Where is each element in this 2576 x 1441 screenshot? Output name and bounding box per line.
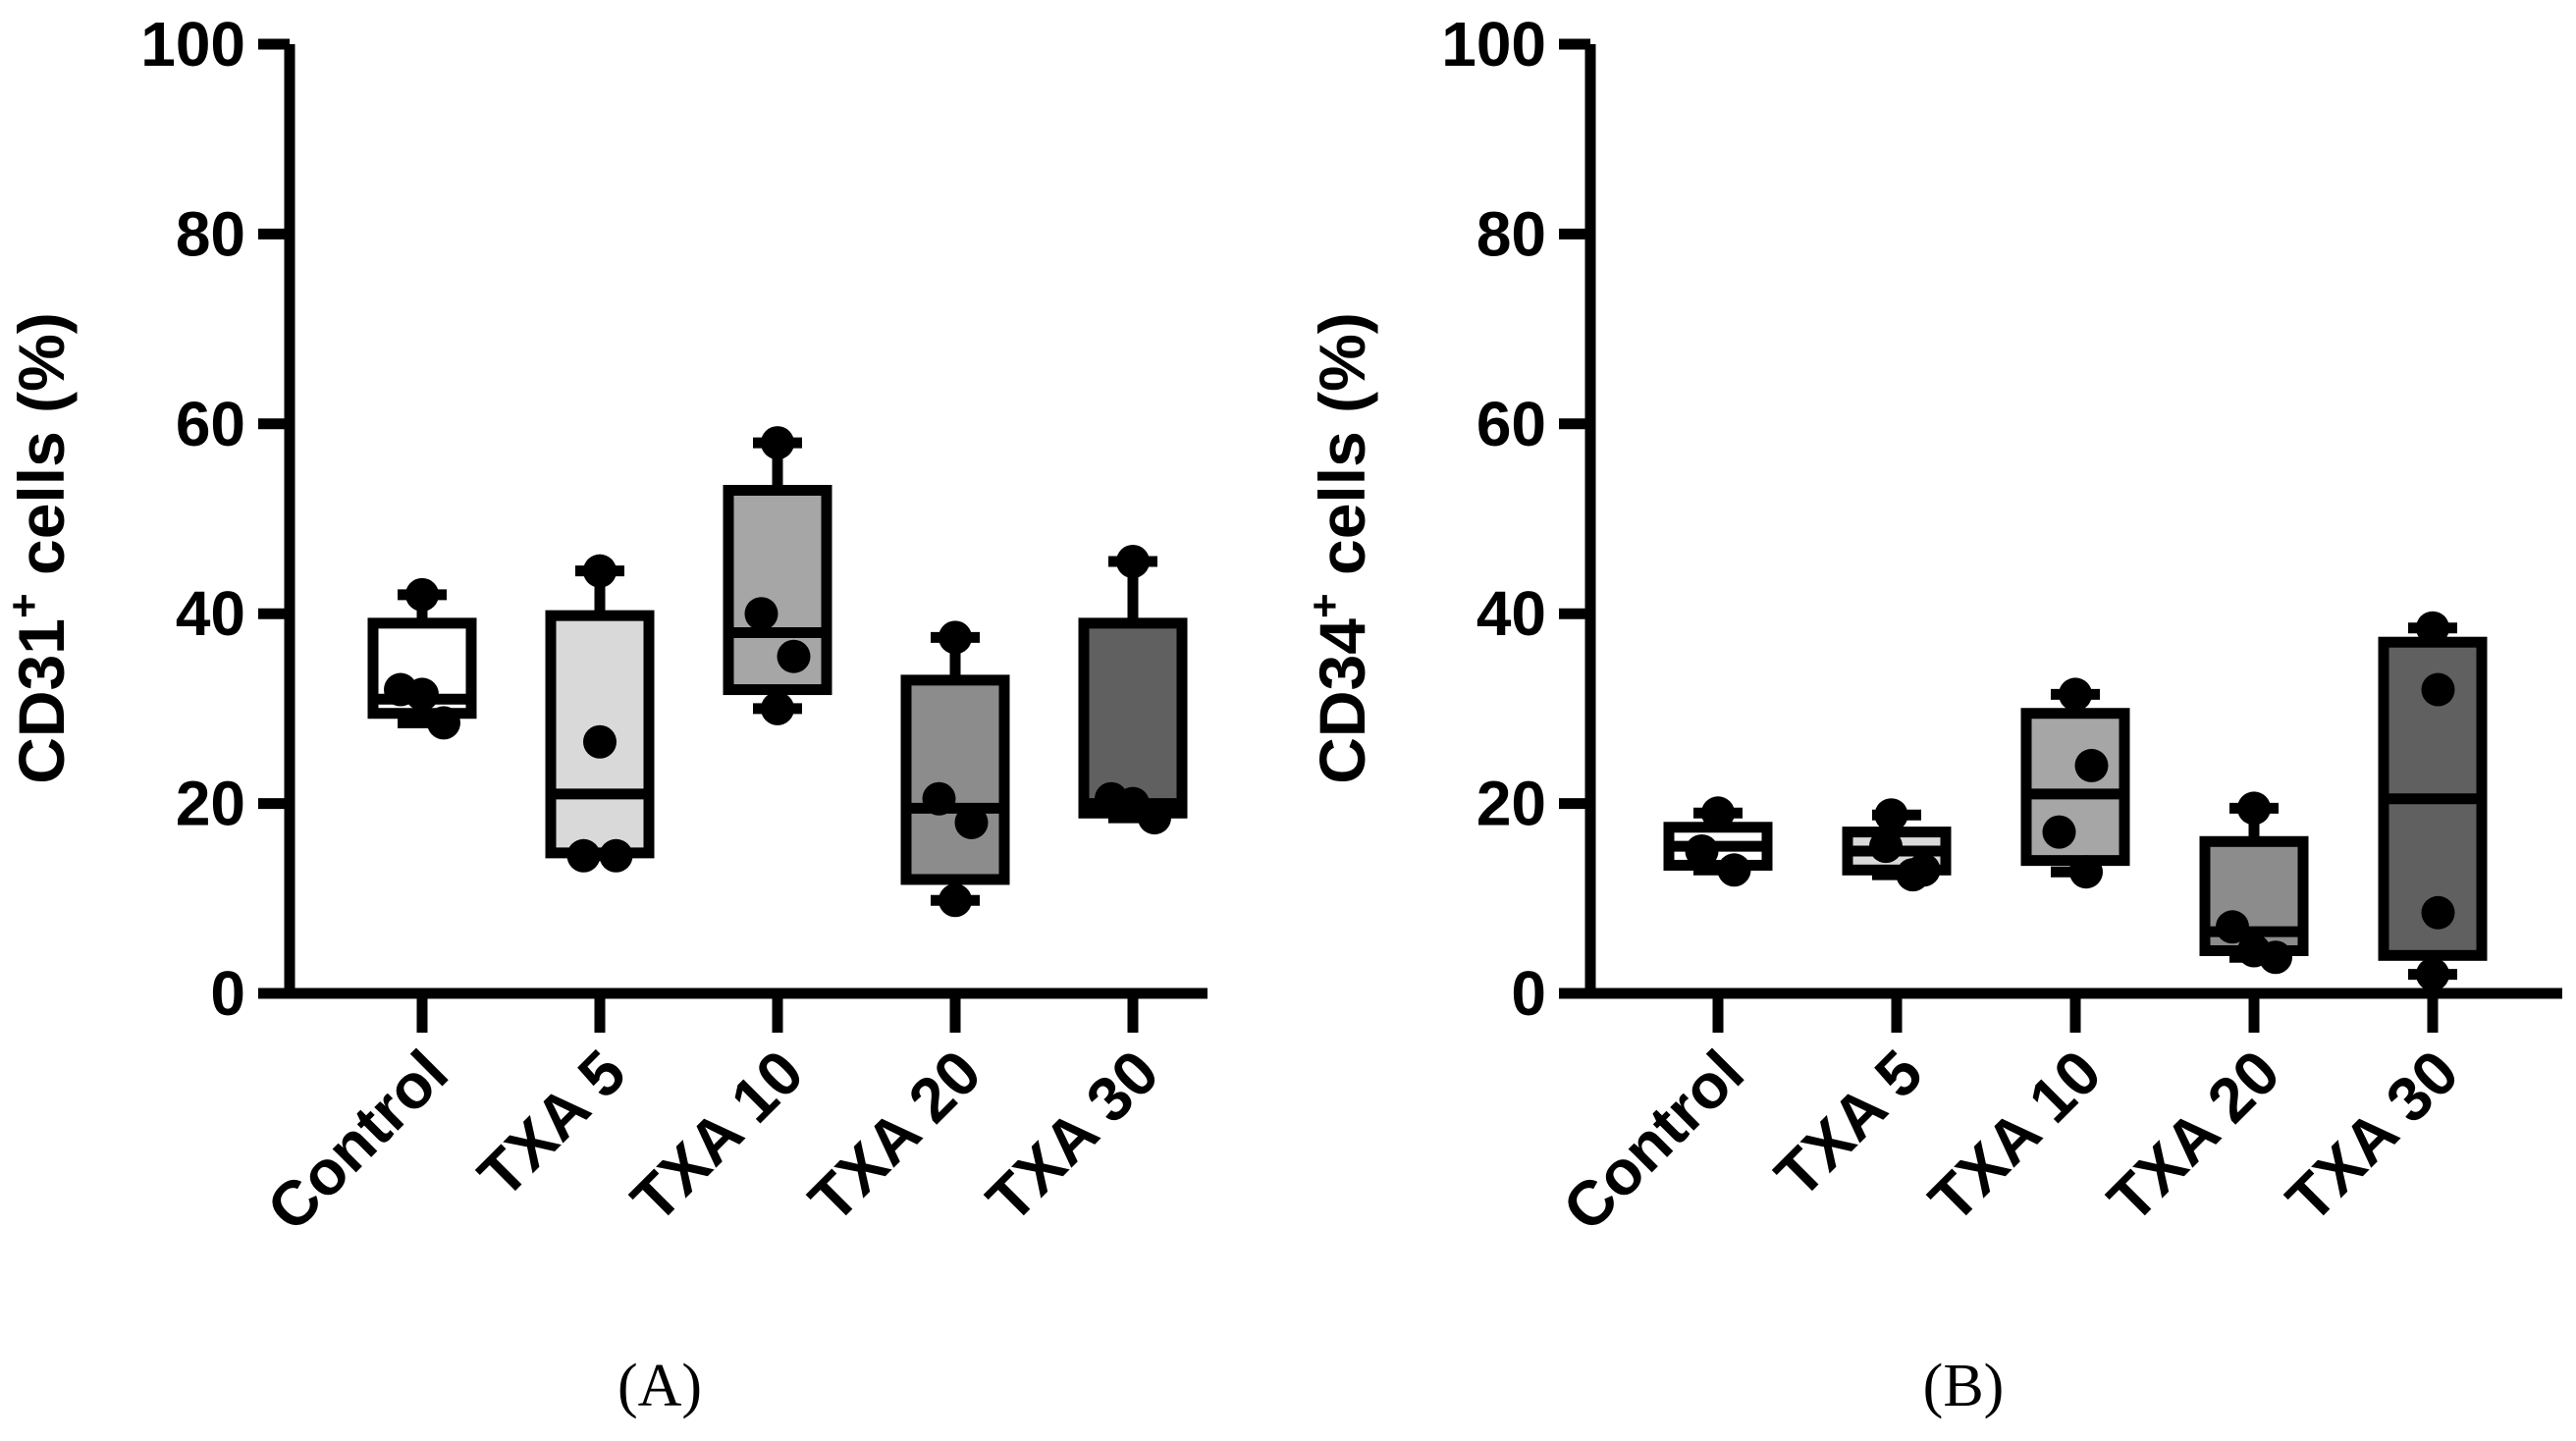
- panel-label: (A): [617, 1353, 702, 1419]
- data-point: [2421, 672, 2455, 707]
- y-tick-label: 60: [1476, 389, 1546, 459]
- data-point: [939, 883, 972, 918]
- y-axis-title: CD31+ cells (%): [0, 312, 78, 784]
- data-point: [2069, 855, 2103, 889]
- data-point: [1717, 853, 1751, 887]
- data-point: [2237, 791, 2271, 826]
- data-point: [761, 691, 794, 725]
- y-tick-label: 60: [176, 389, 245, 459]
- data-point: [939, 620, 972, 655]
- data-point: [2259, 940, 2292, 975]
- data-point: [1138, 801, 1171, 835]
- data-point: [1116, 545, 1150, 579]
- y-tick-label: 80: [1476, 198, 1546, 269]
- x-category-label: Control: [1549, 1037, 1757, 1245]
- data-point: [2059, 677, 2092, 712]
- data-point: [405, 677, 439, 712]
- y-axis-title: CD34+ cells (%): [1301, 312, 1378, 784]
- data-point: [2042, 815, 2076, 849]
- box: [1078, 617, 1188, 819]
- data-point: [744, 597, 778, 631]
- data-point: [954, 805, 989, 839]
- box: [2020, 708, 2130, 867]
- data-point: [427, 706, 460, 740]
- panel-label: (B): [1923, 1353, 2005, 1419]
- data-point: [777, 639, 811, 673]
- data-point: [1874, 798, 1908, 832]
- data-point: [2216, 910, 2249, 944]
- data-point: [1869, 829, 1903, 864]
- y-tick-label: 20: [1476, 769, 1546, 839]
- y-tick-label: 100: [140, 9, 245, 80]
- x-category-label: TXA 10: [1915, 1037, 2115, 1236]
- data-point: [599, 838, 633, 873]
- x-category-label: Control: [253, 1037, 461, 1245]
- y-tick-label: 0: [1511, 958, 1546, 1029]
- data-point: [1701, 796, 1735, 830]
- data-point: [1906, 853, 1941, 887]
- box: [900, 674, 1010, 885]
- data-point: [583, 724, 617, 759]
- x-category-label: TXA 10: [617, 1037, 817, 1236]
- data-point: [761, 426, 794, 460]
- x-category-label: TXA 5: [464, 1037, 638, 1210]
- data-point: [922, 781, 956, 816]
- y-tick-label: 100: [1441, 9, 1546, 80]
- y-tick-label: 20: [176, 769, 245, 839]
- x-category-label: TXA 5: [1761, 1037, 1935, 1210]
- data-point: [583, 554, 617, 588]
- data-point: [1685, 833, 1719, 868]
- data-point: [2416, 957, 2449, 991]
- y-tick-label: 80: [176, 198, 245, 269]
- data-point: [2421, 895, 2455, 930]
- y-tick-label: 0: [210, 958, 245, 1029]
- x-category-label: TXA 20: [2094, 1037, 2293, 1236]
- data-point: [2074, 748, 2109, 782]
- x-category-label: TXA 20: [795, 1037, 994, 1236]
- data-point: [566, 838, 601, 873]
- x-category-label: TXA 30: [2273, 1037, 2472, 1236]
- y-tick-label: 40: [176, 578, 245, 649]
- data-point: [405, 577, 439, 612]
- y-tick-label: 40: [1476, 578, 1546, 649]
- x-category-label: TXA 30: [973, 1037, 1172, 1236]
- data-point: [2416, 611, 2449, 645]
